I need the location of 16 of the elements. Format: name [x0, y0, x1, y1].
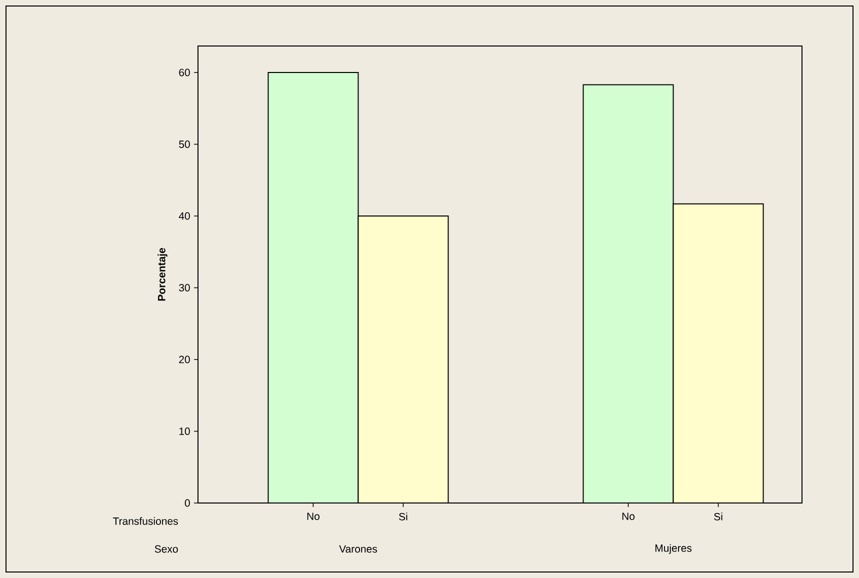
y-tick-label: 30	[179, 284, 190, 292]
x-tick-label: Si	[714, 512, 722, 520]
y-tick-label: 0	[184, 499, 190, 507]
text: Varones	[339, 545, 377, 553]
y-tick-label: 20	[179, 356, 190, 364]
y-tick-label: 60	[179, 68, 190, 76]
text: Sexo	[154, 545, 178, 553]
x-tick-label: No	[307, 512, 320, 520]
x-tick-label: Si	[399, 512, 408, 520]
y-axis-title: Porcentaje	[158, 248, 168, 301]
y-tick-label: 10	[179, 428, 190, 435]
text: Transfusiones	[112, 517, 178, 525]
y-tick-label: 40	[178, 212, 190, 220]
x-tick-label: No	[622, 512, 635, 520]
text: Mujeres	[655, 544, 692, 554]
y-tick-label: 50	[179, 140, 190, 148]
